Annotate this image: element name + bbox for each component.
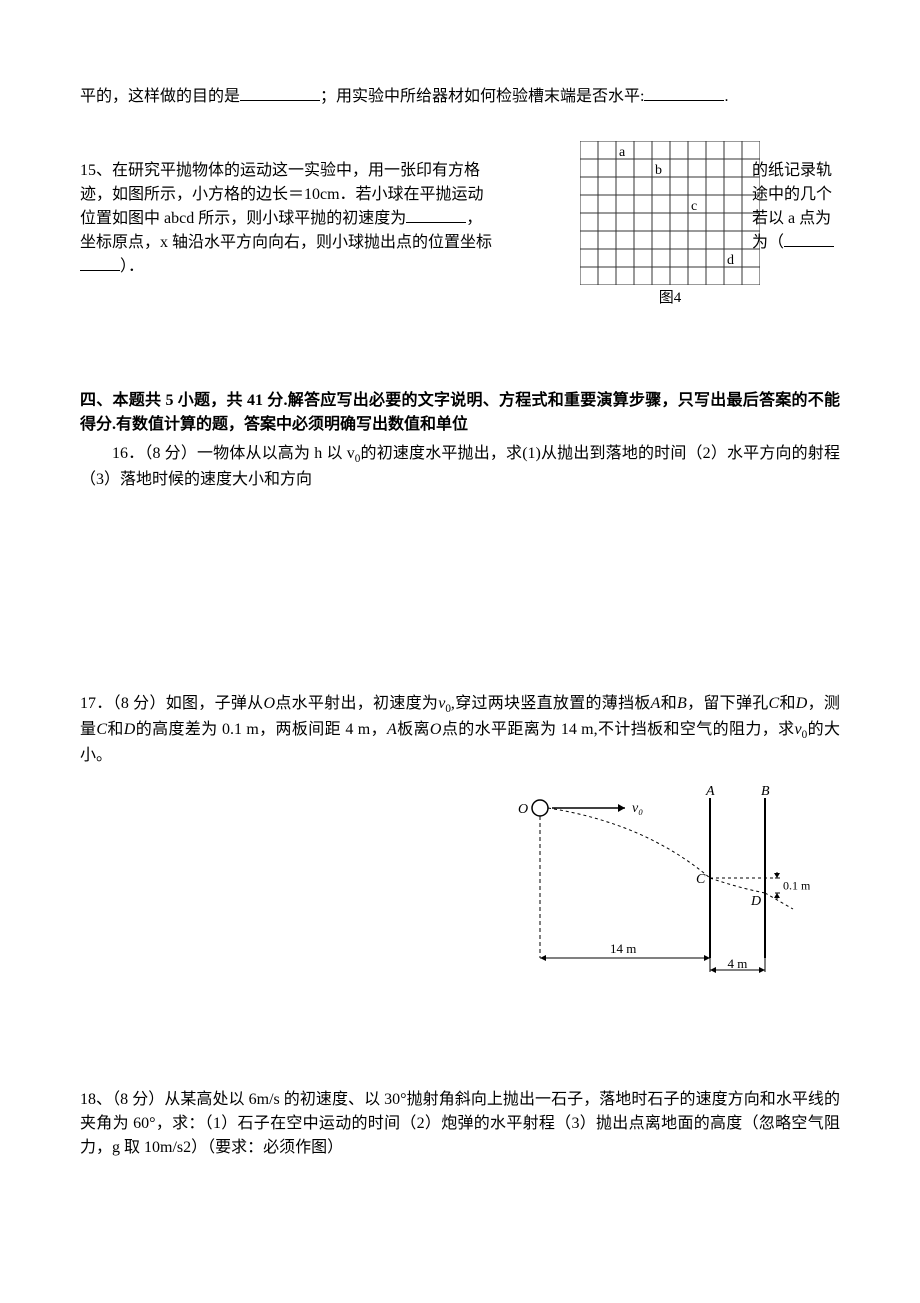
- q15-grid-figure: a b c d 图4: [580, 141, 760, 310]
- q17-A: A: [651, 695, 661, 712]
- q15-l5: ）．: [120, 258, 144, 275]
- q15-r1: 的纸记录轨: [752, 162, 832, 179]
- q14-pre: 平的，这样做的目的是: [80, 88, 240, 105]
- q17-t7: 板离: [397, 721, 430, 738]
- q18-text: 18、（8 分）从某高处以 6m/s 的初速度、以 30°抛射角斜向上抛出一石子…: [80, 1088, 840, 1160]
- q17-t8: 点的水平距离为 14 m,不计挡板和空气的阻力，求: [441, 721, 794, 738]
- q17-t6: 的高度差为 0.1 m，两板间距 4 m，: [135, 721, 387, 738]
- svg-text:A: A: [705, 784, 715, 799]
- q17-t2: 点水平射出，初速度为: [275, 695, 438, 712]
- q17-B: B: [677, 695, 687, 712]
- q15-r3: 若以 a 点为: [752, 210, 831, 227]
- q16-pre: 16．（8 分）一物体从以高为 h 以 v: [112, 445, 355, 462]
- svg-text:D: D: [750, 894, 761, 909]
- q15-container: 15、在研究平抛物体的运动这一实验中，用一张印有方格 迹，如图所示，小方格的边长…: [80, 159, 840, 359]
- q17-t1: 17．（8 分）如图，子弹从: [80, 695, 263, 712]
- q17-D: D: [796, 695, 808, 712]
- q14-blank-2: [644, 85, 724, 101]
- q17-diagram-svg: Ov₀ A B C D 0.1 m 14 m 4 m: [510, 783, 810, 978]
- section-4-header: 四、本题共 5 小题，共 41 分.解答应写出必要的文字说明、方程式和重要演算步…: [80, 389, 840, 437]
- q15-blank-1: [406, 207, 466, 223]
- svg-text:B: B: [761, 784, 770, 799]
- q15-left-text: 15、在研究平抛物体的运动这一实验中，用一张印有方格 迹，如图所示，小方格的边长…: [80, 159, 570, 279]
- q16-text: 16．（8 分）一物体从以高为 h 以 v0的初速度水平抛出，求(1)从抛出到落…: [80, 442, 840, 492]
- q15-l1: 在研究平抛物体的运动这一实验中，用一张印有方格: [112, 162, 480, 179]
- q15-l3: 位置如图中 abcd 所示，则小球平抛的初速度为: [80, 210, 406, 227]
- q17-and3: 和: [107, 721, 124, 738]
- q15-num: 15、: [80, 162, 112, 179]
- svg-text:d: d: [727, 253, 734, 268]
- q14-blank-1: [240, 85, 320, 101]
- q17-C: C: [769, 695, 780, 712]
- q17-and2: 和: [779, 695, 796, 712]
- q17-t3: ,穿过两块竖直放置的薄挡板: [451, 695, 651, 712]
- grid-caption: 图4: [580, 287, 760, 310]
- svg-text:c: c: [691, 199, 697, 214]
- q17-and: 和: [660, 695, 677, 712]
- q14-mid: ；用实验中所给器材如何检验槽末端是否水平:: [320, 88, 644, 105]
- svg-text:b: b: [655, 163, 662, 178]
- q14-partial-text: 平的，这样做的目的是 ；用实验中所给器材如何检验槽末端是否水平:.: [80, 85, 840, 109]
- q17-t4: ，留下弹孔: [687, 695, 769, 712]
- svg-text:v₀: v₀: [632, 801, 643, 816]
- q15-l3e: ，: [466, 210, 482, 227]
- svg-text:C: C: [696, 872, 706, 887]
- q17-C2: C: [96, 721, 107, 738]
- grid-svg: a b c d: [580, 141, 760, 285]
- q17-O2: O: [430, 721, 442, 738]
- q15-r2: 途中的几个: [752, 186, 832, 203]
- q17-O: O: [263, 695, 275, 712]
- q15-right-text: 的纸记录轨 途中的几个 若以 a 点为 为（: [752, 159, 840, 255]
- q15-blank-2: [80, 255, 120, 271]
- svg-text:O: O: [518, 802, 528, 817]
- svg-text:14 m: 14 m: [610, 941, 636, 956]
- q17-text: 17．（8 分）如图，子弹从O点水平射出，初速度为v0,穿过两块竖直放置的薄挡板…: [80, 692, 840, 768]
- q15-blank-3: [784, 231, 834, 247]
- q15-l2: 迹，如图所示，小方格的边长＝10cm．若小球在平抛运动: [80, 186, 484, 203]
- svg-text:0.1 m: 0.1 m: [783, 878, 810, 892]
- svg-text:a: a: [619, 145, 626, 160]
- q17-A2: A: [387, 721, 397, 738]
- q15-l4: 坐标原点，x 轴沿水平方向向右，则小球抛出点的位置坐标: [80, 234, 492, 251]
- q17-v2: v: [795, 721, 802, 738]
- q14-end: .: [724, 88, 728, 105]
- q17-figure-container: Ov₀ A B C D 0.1 m 14 m 4 m: [80, 783, 840, 978]
- q17-D2: D: [124, 721, 136, 738]
- svg-text:4 m: 4 m: [728, 956, 748, 971]
